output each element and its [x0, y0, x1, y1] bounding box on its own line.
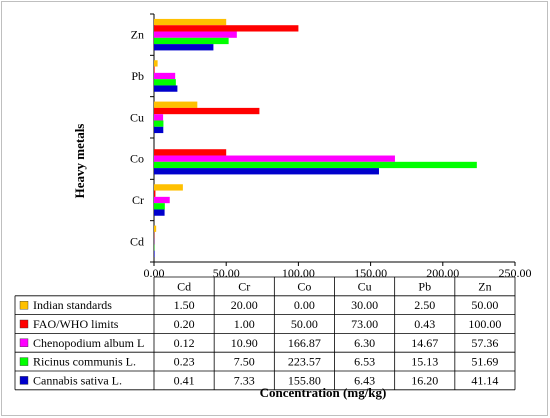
table-value-cell: 0.12	[174, 336, 195, 350]
table-value-cell: 155.80	[288, 373, 321, 387]
table-value-cell: 6.30	[354, 336, 375, 350]
bar	[154, 85, 178, 92]
table-value-cell: 73.00	[351, 317, 378, 331]
bar	[154, 149, 227, 156]
x-tick-label: 50.00	[213, 266, 240, 280]
table-value-cell: 7.33	[234, 373, 255, 387]
legend-label: Indian standards	[33, 298, 112, 312]
y-tick-label: Pb	[131, 69, 144, 83]
table-value-cell: 7.50	[234, 355, 255, 369]
bar	[154, 44, 214, 51]
bar	[154, 37, 229, 45]
table-value-cell: 14.67	[411, 336, 438, 350]
table-value-cell: 6.53	[354, 355, 375, 369]
x-tick-label: 200.00	[426, 266, 459, 280]
legend-key	[19, 319, 29, 329]
table-header-cell: Co	[297, 279, 311, 293]
table-value-cell: 0.23	[174, 355, 195, 369]
bar	[154, 250, 155, 258]
bar	[154, 25, 299, 32]
table-header-cell: Cr	[238, 279, 250, 293]
bar	[154, 114, 164, 121]
x-tick-label: 100.00	[282, 266, 315, 280]
legend-key	[19, 376, 29, 385]
bar	[154, 209, 165, 216]
table-value-cell: 1.00	[234, 317, 255, 331]
y-tick-label: Cu	[130, 110, 144, 124]
bar	[154, 155, 395, 162]
bar	[154, 168, 379, 175]
x-tick-label: 150.00	[354, 266, 387, 280]
table-header-cell: Cu	[358, 279, 372, 293]
table-header-cell: Pb	[418, 279, 431, 293]
x-tick-label: 0.00	[144, 266, 165, 280]
y-axis-title: Heavy metals	[72, 124, 87, 199]
bar	[154, 184, 183, 191]
table-value-cell: 2.50	[414, 298, 435, 312]
table-value-cell: 0.00	[294, 298, 315, 312]
table-value-cell: 0.20	[174, 317, 195, 331]
bar	[154, 107, 260, 115]
y-tick-label: Cr	[132, 193, 144, 207]
legend-label: Cannabis sativa L.	[33, 373, 122, 387]
legend-key	[19, 338, 29, 347]
bar	[154, 203, 165, 210]
legend-key	[19, 301, 29, 310]
bar	[154, 196, 170, 204]
table-value-cell: 223.57	[288, 355, 321, 369]
bar	[154, 66, 155, 73]
bar	[154, 161, 477, 169]
bar	[154, 126, 164, 134]
table-header-cell: Cd	[177, 279, 191, 293]
table-value-cell: 0.41	[174, 373, 195, 387]
y-tick-label: Cd	[130, 234, 144, 248]
table-value-cell: 100.00	[468, 317, 501, 331]
legend-label: FAO/WHO limits	[33, 317, 119, 331]
table-value-cell: 166.87	[288, 336, 321, 350]
table-value-cell: 10.90	[231, 336, 258, 350]
table-value-cell: 57.36	[471, 336, 498, 350]
table-value-cell: 41.14	[471, 373, 498, 387]
legend-label: Chenopodium album L	[33, 336, 144, 350]
legend-key	[19, 357, 29, 366]
bar	[154, 18, 227, 26]
table-value-cell: 50.00	[471, 298, 498, 312]
bar	[154, 101, 198, 108]
table-value-cell: 30.00	[351, 298, 378, 312]
x-axis-title: Concentration (mg/kg)	[260, 385, 387, 400]
table-value-cell: 1.50	[174, 298, 195, 312]
table-value-cell: 6.43	[354, 373, 375, 387]
table-value-cell: 16.20	[411, 373, 438, 387]
bar	[154, 225, 157, 232]
y-tick-label: Co	[130, 152, 144, 166]
bar	[154, 190, 156, 197]
bar	[154, 31, 237, 38]
table-value-cell: 15.13	[411, 355, 438, 369]
bar	[154, 79, 176, 86]
table-header-cell: Zn	[478, 279, 491, 293]
table-value-cell: 51.69	[471, 355, 498, 369]
y-tick-label: Zn	[131, 28, 144, 42]
bar	[154, 72, 176, 80]
table-value-cell: 50.00	[291, 317, 318, 331]
bar	[154, 60, 158, 67]
x-tick-label: 250.00	[499, 266, 532, 280]
table-value-cell: 20.00	[231, 298, 258, 312]
bar	[154, 120, 164, 127]
table-value-cell: 0.43	[414, 317, 435, 331]
legend-label: Ricinus communis L.	[33, 355, 136, 369]
